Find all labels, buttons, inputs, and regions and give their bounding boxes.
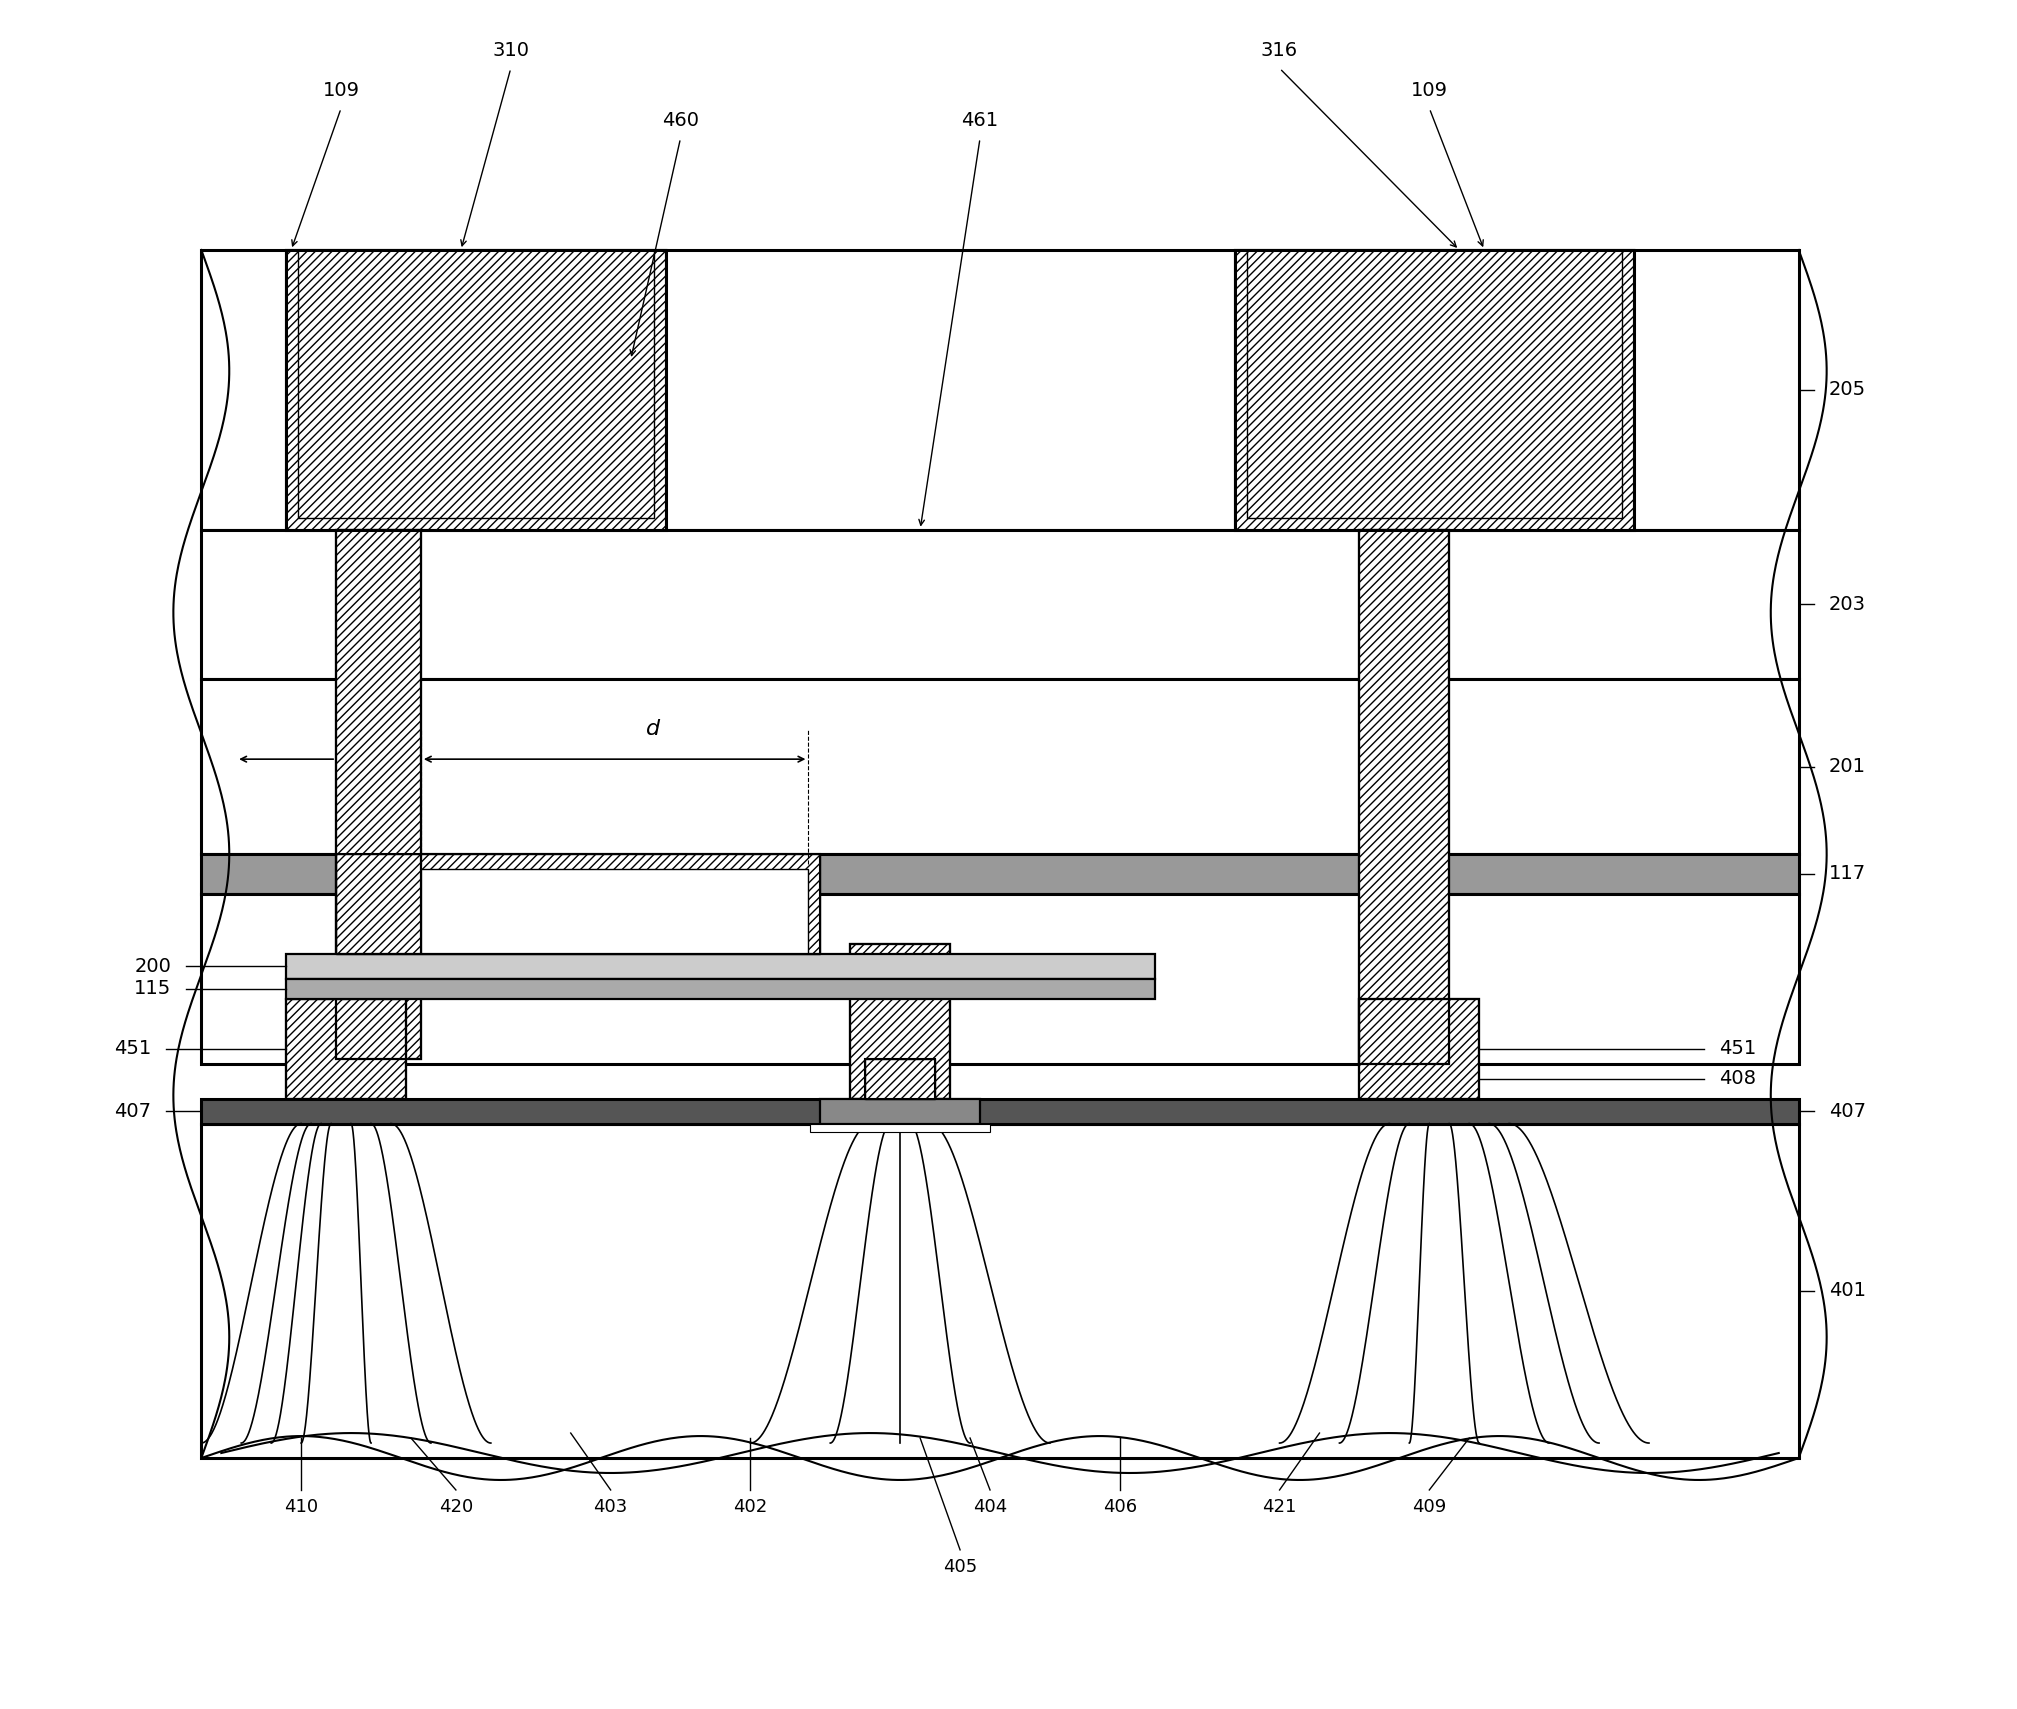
Bar xyxy=(202,894,1799,1063)
Text: 410: 410 xyxy=(284,1499,319,1516)
Text: 201: 201 xyxy=(1829,757,1866,776)
Bar xyxy=(202,854,1799,894)
Text: 109: 109 xyxy=(323,82,359,101)
Bar xyxy=(422,868,809,954)
Text: 451: 451 xyxy=(1718,1039,1757,1058)
Text: 409: 409 xyxy=(1412,1499,1446,1516)
Bar xyxy=(1359,530,1450,1063)
Text: 451: 451 xyxy=(115,1039,151,1058)
Bar xyxy=(1359,998,1478,1099)
Text: 403: 403 xyxy=(593,1499,627,1516)
Text: 109: 109 xyxy=(1410,82,1448,101)
Bar xyxy=(1359,998,1478,1099)
Bar xyxy=(202,1123,1799,1458)
Bar xyxy=(286,998,405,1099)
Bar xyxy=(865,1058,936,1099)
Bar xyxy=(286,250,666,530)
Text: 407: 407 xyxy=(115,1102,151,1121)
Text: 460: 460 xyxy=(662,111,700,130)
Text: 200: 200 xyxy=(135,957,171,976)
Bar xyxy=(1234,250,1634,530)
Text: 205: 205 xyxy=(1829,381,1866,400)
Bar xyxy=(337,854,821,954)
Bar xyxy=(286,998,405,1099)
Text: 421: 421 xyxy=(1263,1499,1297,1516)
Text: 401: 401 xyxy=(1829,1282,1866,1301)
Text: 402: 402 xyxy=(734,1499,768,1516)
Bar xyxy=(202,250,1799,530)
Text: 420: 420 xyxy=(440,1499,474,1516)
Bar xyxy=(851,943,950,1099)
Text: 404: 404 xyxy=(972,1499,1006,1516)
Bar xyxy=(1359,530,1450,1063)
Bar xyxy=(202,530,1799,678)
Text: 316: 316 xyxy=(1261,41,1299,60)
Text: 310: 310 xyxy=(492,41,528,60)
Bar xyxy=(202,1099,1799,1123)
Bar xyxy=(286,250,666,530)
Bar xyxy=(851,943,950,1099)
Bar xyxy=(337,854,821,954)
Bar xyxy=(811,1123,990,1131)
Bar xyxy=(286,954,1156,979)
Bar xyxy=(337,530,422,1058)
Text: 117: 117 xyxy=(1829,865,1866,884)
Text: 461: 461 xyxy=(962,111,998,130)
Bar xyxy=(299,250,654,518)
Bar xyxy=(286,979,1156,998)
Text: 203: 203 xyxy=(1829,595,1866,614)
Text: 115: 115 xyxy=(133,979,171,998)
Bar xyxy=(337,530,422,1058)
Bar xyxy=(865,1058,936,1099)
Text: 407: 407 xyxy=(1829,1102,1866,1121)
Bar xyxy=(1247,250,1622,518)
Text: d: d xyxy=(645,719,660,740)
Bar xyxy=(1234,250,1634,530)
Text: 406: 406 xyxy=(1103,1499,1138,1516)
Bar xyxy=(821,1099,980,1123)
Text: 408: 408 xyxy=(1718,1070,1757,1089)
Text: 405: 405 xyxy=(944,1559,976,1576)
Bar xyxy=(202,678,1799,854)
